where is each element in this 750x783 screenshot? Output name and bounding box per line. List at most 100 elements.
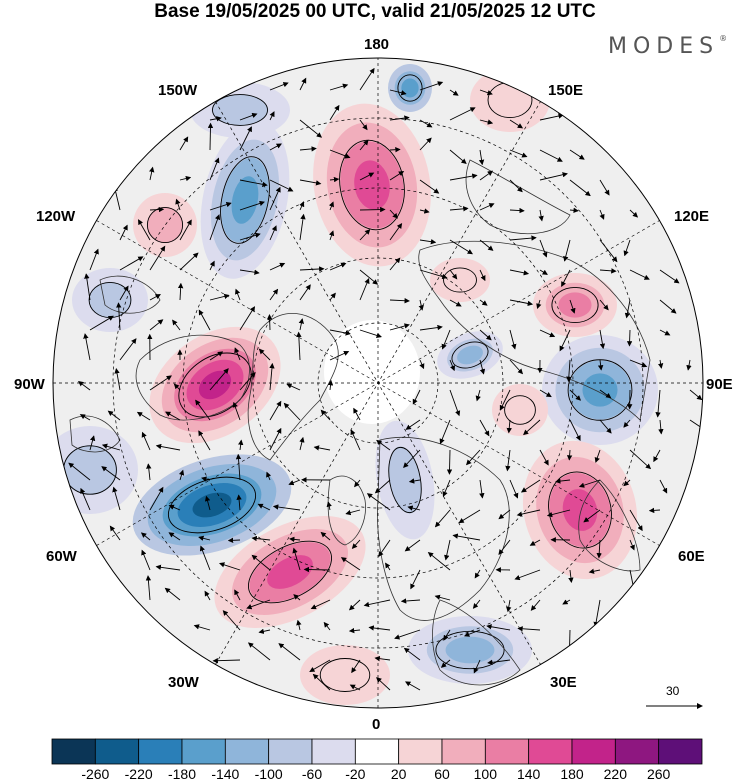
wind-vector [419, 81, 444, 91]
wind-vector [597, 359, 604, 371]
anomaly-contour [354, 160, 390, 210]
wind-vector [509, 479, 519, 499]
wind-vector [389, 209, 399, 219]
wind-vector [198, 309, 211, 331]
brand-logo: MODES® [608, 34, 727, 59]
contour-line [443, 267, 477, 293]
wind-vector [345, 509, 361, 516]
wind-vector [269, 179, 294, 192]
wind-vector [509, 149, 528, 158]
wind-vector [149, 245, 166, 271]
wind-vector [329, 350, 350, 361]
wind-vector [449, 299, 462, 307]
wind-vector [209, 116, 222, 122]
lon-label-120e: 120E [674, 208, 710, 225]
contour-line [388, 446, 422, 514]
wind-vector [351, 659, 361, 674]
wind-vector [269, 400, 282, 421]
wind-vector [234, 347, 241, 361]
colorbar-segment [441, 738, 486, 765]
wind-vector [288, 479, 301, 486]
lon-label-90e: 90E [706, 376, 733, 393]
wind-vector [588, 568, 601, 574]
wind-vector [266, 471, 272, 481]
wind-vector [479, 239, 494, 251]
colorbar-segment [138, 738, 183, 765]
wind-vector [209, 260, 215, 271]
anomaly-contour [401, 78, 419, 98]
wind-vector [299, 213, 306, 241]
wind-vector [350, 429, 361, 451]
lon-label-60e: 60E [678, 548, 705, 565]
wind-vector [269, 143, 282, 151]
wind-vectors [68, 67, 703, 691]
wind-vector [389, 89, 407, 96]
wind-vector [389, 146, 401, 153]
wind-vector [269, 262, 286, 271]
wind-vector [434, 509, 451, 528]
wind-vector [296, 619, 302, 631]
wind-vector [479, 119, 494, 125]
wind-vector [227, 537, 241, 544]
wind-vector [178, 469, 185, 481]
wind-vector [207, 122, 214, 151]
colorbar-segment [94, 738, 140, 765]
wind-vector [155, 564, 181, 571]
lon-label-120w: 120W [36, 208, 76, 225]
wind-vector [412, 389, 421, 405]
colorbar-tick-label: 60 [434, 766, 450, 782]
wind-vector [359, 172, 375, 181]
wind-vector [449, 239, 473, 255]
coastline [327, 475, 366, 546]
wind-vector [323, 621, 331, 631]
wind-vector [168, 504, 181, 511]
colorbar-tick-label: -220 [124, 766, 153, 782]
anomaly-contour [192, 492, 232, 518]
coastline [432, 599, 521, 686]
anomaly-contour [558, 292, 592, 318]
wind-vector [209, 351, 224, 361]
wind-vector [629, 269, 650, 280]
wind-vector [179, 219, 192, 241]
wind-vector [165, 411, 181, 421]
wind-vector [239, 232, 261, 241]
wind-vector [449, 206, 469, 212]
wind-vector [269, 427, 282, 451]
wind-vector [239, 306, 255, 331]
lon-label-60w: 60W [46, 548, 77, 565]
lon-label-0: 0 [372, 716, 381, 733]
wind-vector [419, 179, 440, 194]
wind-vector [466, 449, 481, 466]
wind-vector [529, 539, 541, 546]
wind-vector [419, 137, 432, 151]
wind-vector [299, 284, 311, 301]
wind-vector [569, 419, 581, 441]
wind-vector [440, 659, 451, 668]
wind-vector [599, 209, 605, 220]
wind-vector [289, 536, 301, 543]
wind-vector [407, 505, 421, 511]
wind-vector [329, 262, 347, 271]
wind-vector [449, 149, 467, 165]
wind-vector [419, 119, 433, 128]
wind-vector [257, 503, 271, 511]
wind-vector [239, 126, 252, 151]
wind-vector [555, 478, 571, 484]
map-title: Base 19/05/2025 00 UTC, valid 21/05/2025… [154, 1, 596, 22]
wind-vector [80, 487, 91, 511]
wind-vector [539, 269, 548, 275]
wind-vector [235, 288, 241, 301]
wind-vector [479, 269, 486, 282]
wind-vector [479, 89, 493, 96]
wind-vector [419, 208, 430, 214]
wind-vector [452, 533, 481, 541]
wind-vector [219, 562, 241, 571]
lon-label-90w: 90W [14, 376, 45, 393]
wind-vector [648, 507, 661, 514]
wind-vector [559, 329, 571, 352]
wind-vector [269, 82, 289, 91]
wind-vector [539, 329, 556, 338]
wind-vector [473, 659, 481, 674]
wind-vector [68, 462, 91, 481]
